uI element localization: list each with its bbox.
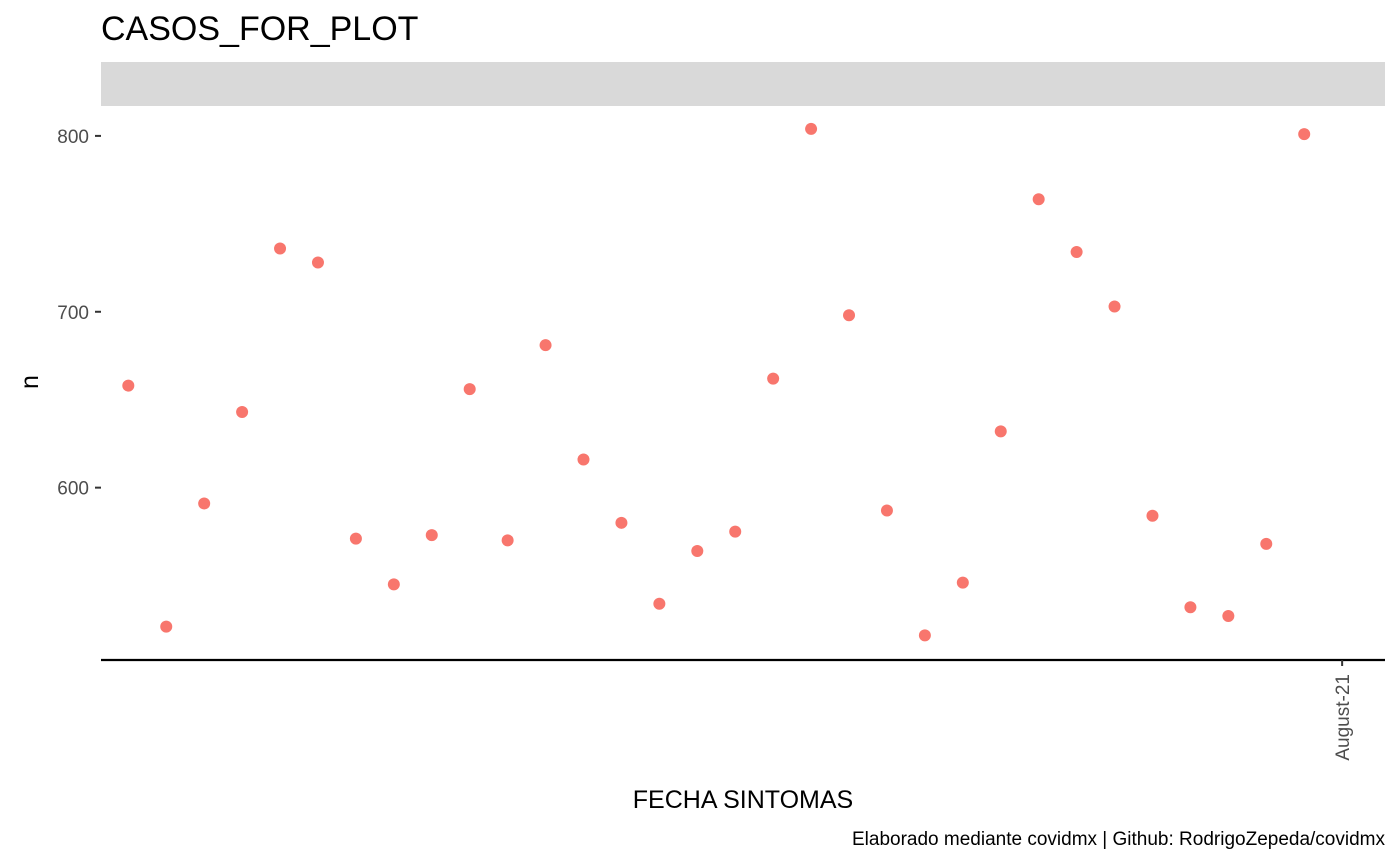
y-tick-label: 700 [57, 303, 89, 324]
data-point [653, 597, 666, 610]
data-point [501, 534, 514, 547]
data-points [122, 122, 1311, 642]
data-point [539, 339, 552, 352]
data-point [1298, 128, 1311, 141]
data-point [122, 379, 135, 392]
x-axis-label: FECHA SINTOMAS [633, 786, 853, 814]
data-point [729, 525, 742, 538]
chart-caption: Elaborado mediante covidmx | Github: Rod… [852, 829, 1385, 850]
data-point [1184, 601, 1197, 614]
data-point [274, 242, 287, 255]
data-point [577, 453, 590, 466]
data-point [918, 629, 931, 642]
data-point [425, 529, 438, 542]
data-point [463, 383, 476, 396]
data-point [994, 425, 1007, 438]
x-tick-label: August-21 [1333, 674, 1354, 761]
data-point [349, 532, 362, 545]
x-axis: August-21 [101, 658, 1385, 761]
data-point [691, 544, 704, 557]
data-point [805, 122, 818, 135]
data-point [843, 309, 856, 322]
data-point [1146, 509, 1159, 522]
data-point [1070, 245, 1083, 258]
data-point [767, 372, 780, 385]
y-tick-label: 800 [57, 127, 89, 148]
data-point [615, 516, 628, 529]
data-point [1260, 537, 1273, 550]
y-tick-label: 600 [57, 479, 89, 500]
data-point [1032, 193, 1045, 206]
y-axis-label: n [16, 375, 44, 389]
data-point [1222, 610, 1235, 623]
data-point [198, 497, 211, 510]
chart-title: CASOS_FOR_PLOT [101, 10, 418, 48]
data-point [236, 406, 249, 419]
data-point [311, 256, 324, 269]
data-point [387, 578, 400, 591]
data-point [880, 504, 893, 517]
y-axis: 600 700 800 [57, 127, 101, 500]
data-point [956, 576, 969, 589]
facet-strip [101, 62, 1385, 106]
data-point [160, 620, 173, 633]
data-point [1108, 300, 1121, 313]
